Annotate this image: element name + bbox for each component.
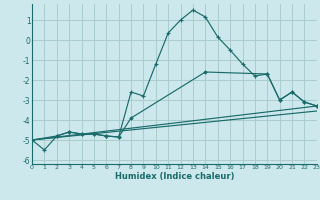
X-axis label: Humidex (Indice chaleur): Humidex (Indice chaleur) [115, 172, 234, 181]
